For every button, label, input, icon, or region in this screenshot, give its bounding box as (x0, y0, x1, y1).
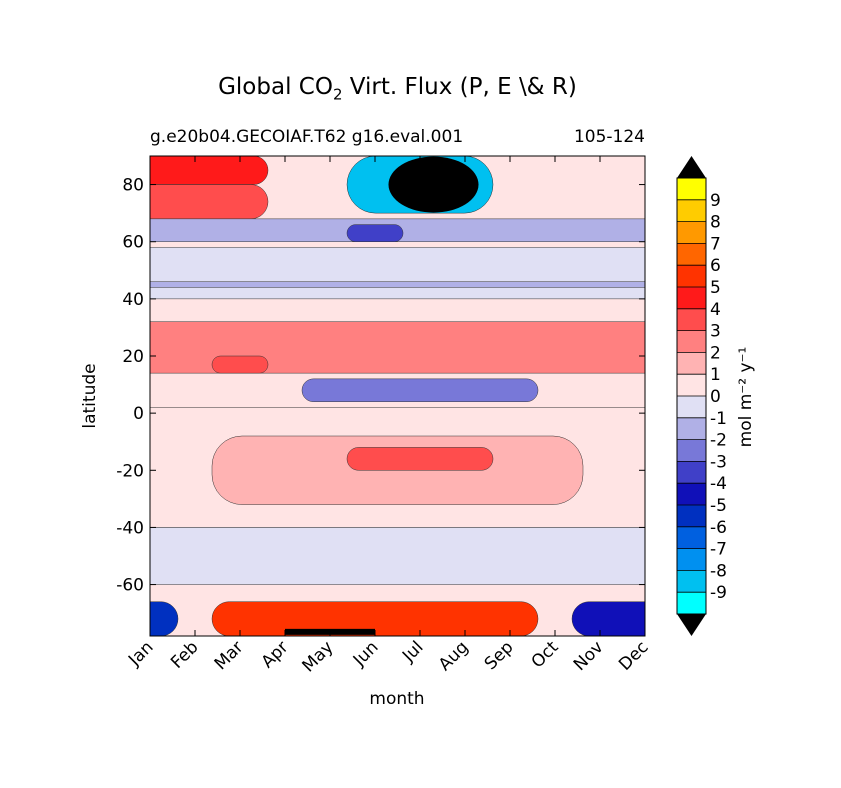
colorbar-tick-label: 6 (710, 256, 721, 276)
colorbar-swatch (677, 548, 706, 571)
colorbar-swatch (677, 178, 706, 201)
colorbar-swatch (677, 221, 706, 244)
colorbar-swatch (677, 396, 706, 419)
y-axis-label: latitude (80, 363, 100, 428)
colorbar-swatch (677, 330, 706, 353)
colorbar-tick-label: 7 (710, 234, 721, 254)
colorbar-extend-high (677, 156, 706, 178)
contour-region (150, 527, 645, 585)
contour-region (346, 447, 494, 471)
contour-region (150, 156, 269, 185)
colorbar-swatch (677, 461, 706, 484)
colorbar-tick-label: 3 (710, 322, 721, 342)
chart-title: Global CO2 Virt. Flux (P, E \& R) (218, 74, 577, 104)
colorbar-swatch (677, 199, 706, 223)
y-tick-label: 0 (133, 404, 144, 424)
x-tick-label: Jan (124, 637, 157, 670)
colorbar-swatch (677, 287, 706, 310)
y-axis: 80 60 40 20 0 -20 -40 -60 (116, 176, 645, 596)
x-tick-label: May (299, 637, 338, 676)
contour-region (150, 281, 645, 288)
colorbar-swatch (677, 570, 706, 593)
x-axis-label: month (369, 689, 424, 709)
contour-region (346, 224, 404, 242)
x-tick-label: Feb (167, 637, 202, 672)
colorbar-tick-label: -4 (710, 474, 727, 494)
contour-region (150, 321, 645, 374)
x-tick-label: Nov (570, 637, 608, 675)
contour-region (150, 184, 269, 220)
colorbar-extend-low (677, 614, 706, 636)
plot-frame (149, 155, 646, 637)
colorbar-tick-label: -6 (710, 518, 727, 538)
colorbar-swatch (677, 439, 706, 462)
colorbar-tick-label: 9 (710, 191, 721, 211)
contour-region (571, 601, 645, 636)
x-tick-label: Sep (481, 637, 518, 674)
colorbar-swatch (677, 483, 706, 506)
colorbar-tick-label: -3 (710, 452, 727, 472)
colorbar-tick-label: -1 (710, 409, 727, 429)
contour-region (301, 378, 539, 402)
colorbar-swatch (677, 417, 706, 441)
y-tick-label: 60 (122, 233, 144, 253)
colorbar-tick-label: 8 (710, 213, 721, 233)
year-range: 105-124 (573, 127, 645, 147)
colorbar-tick-label: -5 (710, 496, 727, 516)
contour-region (150, 601, 179, 636)
colorbar-swatch (677, 308, 706, 332)
y-tick-label: -60 (116, 576, 144, 596)
colorbar-tick-label: -8 (710, 561, 727, 581)
colorbar-swatch (677, 243, 706, 266)
colorbar-swatch (677, 592, 706, 615)
y-tick-label: 80 (122, 176, 144, 196)
colorbar-tick-label: -7 (710, 540, 727, 560)
x-tick-label: Jul (398, 637, 427, 666)
y-tick-label: -40 (116, 518, 144, 538)
y-tick-label: 40 (122, 290, 144, 310)
run-name: g.e20b04.GECOIAF.T62 g16.eval.001 (150, 127, 464, 147)
colorbar-swatch (677, 526, 706, 550)
colorbar-tick-label: 0 (710, 387, 721, 407)
colorbar-swatch (677, 352, 706, 375)
colorbar-swatch (677, 505, 706, 528)
x-tick-label: Dec (615, 637, 652, 674)
colorbar-tick-label: -9 (710, 583, 727, 603)
colorbar-tick-label: 1 (710, 365, 721, 385)
x-tick-label: Apr (258, 637, 293, 672)
colorbar-swatch (677, 265, 706, 288)
colorbar-tick-label: -2 (710, 431, 727, 451)
contour-region (211, 601, 539, 636)
colorbar-tick-label: 2 (710, 343, 721, 363)
contour-region (211, 355, 269, 374)
x-tick-label: Aug (435, 637, 473, 675)
x-tick-label: Jun (349, 637, 383, 671)
colorbar-swatch (677, 374, 706, 397)
colorbar-tick-label: 4 (710, 300, 721, 320)
x-tick-label: Mar (211, 637, 248, 674)
colorbar-label: mol m⁻² y⁻¹ (736, 347, 756, 448)
colorbar-tick-label: 5 (710, 278, 721, 298)
x-tick-label: Oct (528, 637, 563, 672)
y-tick-label: 20 (122, 347, 144, 367)
y-tick-label: -20 (116, 461, 144, 481)
contour-region (388, 156, 479, 213)
contour-region (150, 247, 645, 300)
plot-area (150, 156, 645, 636)
